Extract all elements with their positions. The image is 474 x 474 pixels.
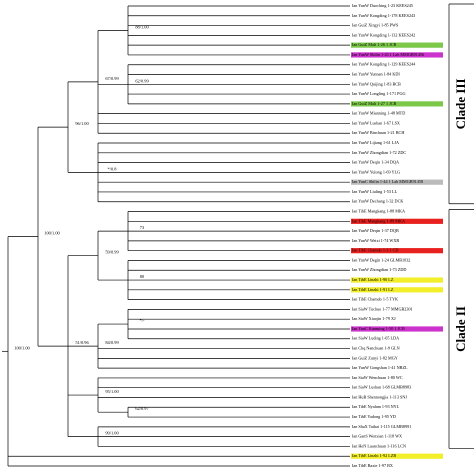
leaf-label: Ian TibE Linzhi 1-92 LZB [352,453,396,458]
support-value: 80 [140,274,145,279]
leaf-label: Ian YunW Weixi 1-74 WXB [352,238,399,243]
support-value: 99/1.00 [105,431,119,436]
leaf-highlight [351,42,443,48]
support-value: 95/1.00 [105,389,119,394]
leaf-label: Ian YunW Degin 1-24 GLMB1032 [352,257,410,262]
leaf-label: Ian TibE Linzhi 1-90 LZ [352,277,394,282]
leaf-label: Ian TibE Chamdo 1-5 TYK [352,297,398,302]
leaf-highlight [351,218,443,224]
leaf-label: Ian TibE Linzhi 1-91 LZ [352,287,394,292]
leaf-label: Ian YunW Yunnan 1-84 KDI [352,71,400,76]
leaf-label: Ian YunW Kongding 1-178 KEES243 [352,13,415,18]
leaf-highlight [351,326,443,332]
leaf-label: Ian SiaW Wenchuan 1-80 WC [352,375,403,380]
leaf-label: Ian YunW Shilin 1-43 1 Lab MMGB91456 [352,52,424,57]
leaf-label: Ian SiaW Lushan 1-68 GLMB8983 [352,385,411,390]
leaf-label: Ian TibE Yadong 1-95 YD [352,414,396,419]
leaf-label: Ian YunW Lijiang 1-61 LJA [352,140,399,145]
support-value: 51/0.96 [75,340,89,345]
leaf-label: Ian Chq Nanchuan 1-9 GLN [352,346,400,351]
leaf-label: Ian TibE Baxie 1-97 BX [352,463,393,468]
leaf-label: Ian YunW Binchuan 1-21 BCH [352,130,404,135]
support-value: 73 [140,225,145,230]
clade-label: Clade II [453,306,468,352]
leaf-label: Ian GuiZ Xingyi 1-85 PWS [352,23,399,28]
support-value: 96/1.00 [75,121,89,126]
leaf-label: Ian YunC Kunming 1-50 1 JCB [352,326,405,331]
support-value: 88/1.00 [135,24,149,29]
leaf-label: Ian SiaW Xiaojin 1-79 XJ [352,316,396,321]
leaf-label: Ian HuB Shennongjia 1-113 SNJ [352,394,407,399]
leaf-highlight [351,179,443,185]
support-value: 62/0.97 [135,406,149,411]
support-value: 62/0.99 [135,78,149,83]
leaf-label: Ian YunW Longling 1-171 PGG [352,91,406,96]
leaf-label: Ian YunW Lushan 1-67 LSX [352,120,400,125]
leaf-label: Ian YunC Shilin 1-44 1 Lab MMGB91458 [352,179,423,184]
support-value: */0.8 [108,166,118,171]
leaf-label: Ian HeN Luanchuan 1-116 LCN [352,443,406,448]
leaf-label: Ian YunW Yulong 1-69 YLG [352,169,400,174]
leaf-label: Ian YunW Zhongdian 1-73 ZDD [352,267,406,272]
leaf-label: Ian YunW Mianning 1-48 MTD [352,111,405,116]
leaf-label: Ian GanS Wenxian 1-118 WX [352,434,402,439]
leaf-label: Ian GuiZ Mali 1-27 1 JCB [352,101,397,106]
leaf-label: Ian TibE Chamdo 1-3 1 CD [352,248,398,253]
support-value: 59/0.99 [105,250,119,255]
leaf-label: Ian YunW Liuling 1-53 LL [352,189,398,194]
leaf-label: Ian TibE Mangkang 1-88 MKA [352,209,405,214]
leaf-label: Ian YunW Gongshan 1-41 NBZL [352,365,408,370]
leaf-label: Ian TibE Mangkang 1-89 MKA [352,218,405,223]
clade-label: Clade III [453,78,468,129]
leaf-highlight [351,453,443,459]
leaf-label: Ian SiaW Luding 1-65 LDA [352,336,399,341]
leaf-label: Ian YunW Zhongdian 1-72 ZDC [352,150,406,155]
leaf-label: Ian ShaX Taibai 1-115 GLMB8991 [352,424,411,429]
leaf-label: Ian YunW Kongding 1-129 KEES244 [352,62,416,67]
leaf-highlight [351,287,443,293]
leaf-label: Ian YunW Quijing 1-83 BCB [352,81,401,86]
leaf-label: Ian YunW Deqin 1-34 DQA [352,160,399,165]
leaf-highlight [351,248,443,254]
support-value: 100/1.00 [14,345,30,350]
leaf-label: Ian GuiZ Zunyi 1-82 MGY [352,355,398,360]
support-value: */- [140,318,145,323]
leaf-label: Ian GuiZ Mali 1-26 1 JCB [352,42,397,47]
leaf-highlight [351,101,443,107]
leaf-label: Ian TibE Nyalam 1-93 NYL [352,404,400,409]
leaf-highlight [351,52,443,58]
support-value: 67/0.99 [105,76,119,81]
leaf-label: Ian SiaW Tuchuo 1-77 MMGB2301 [352,306,413,311]
leaf-label: Ian YunW Deqin 1-37 DQB [352,228,399,233]
support-value: 100/1.00 [44,231,60,236]
leaf-label: Ian YunW Dechang 1-32 DCK [352,199,403,204]
leaf-highlight [351,277,443,283]
leaf-label: Ian YunW Duoching 1-23 KEES245 [352,3,413,8]
leaf-label: Ian YunW Kongding 1-132 KEES242 [352,32,415,37]
support-value: 84/0.99 [105,340,119,345]
